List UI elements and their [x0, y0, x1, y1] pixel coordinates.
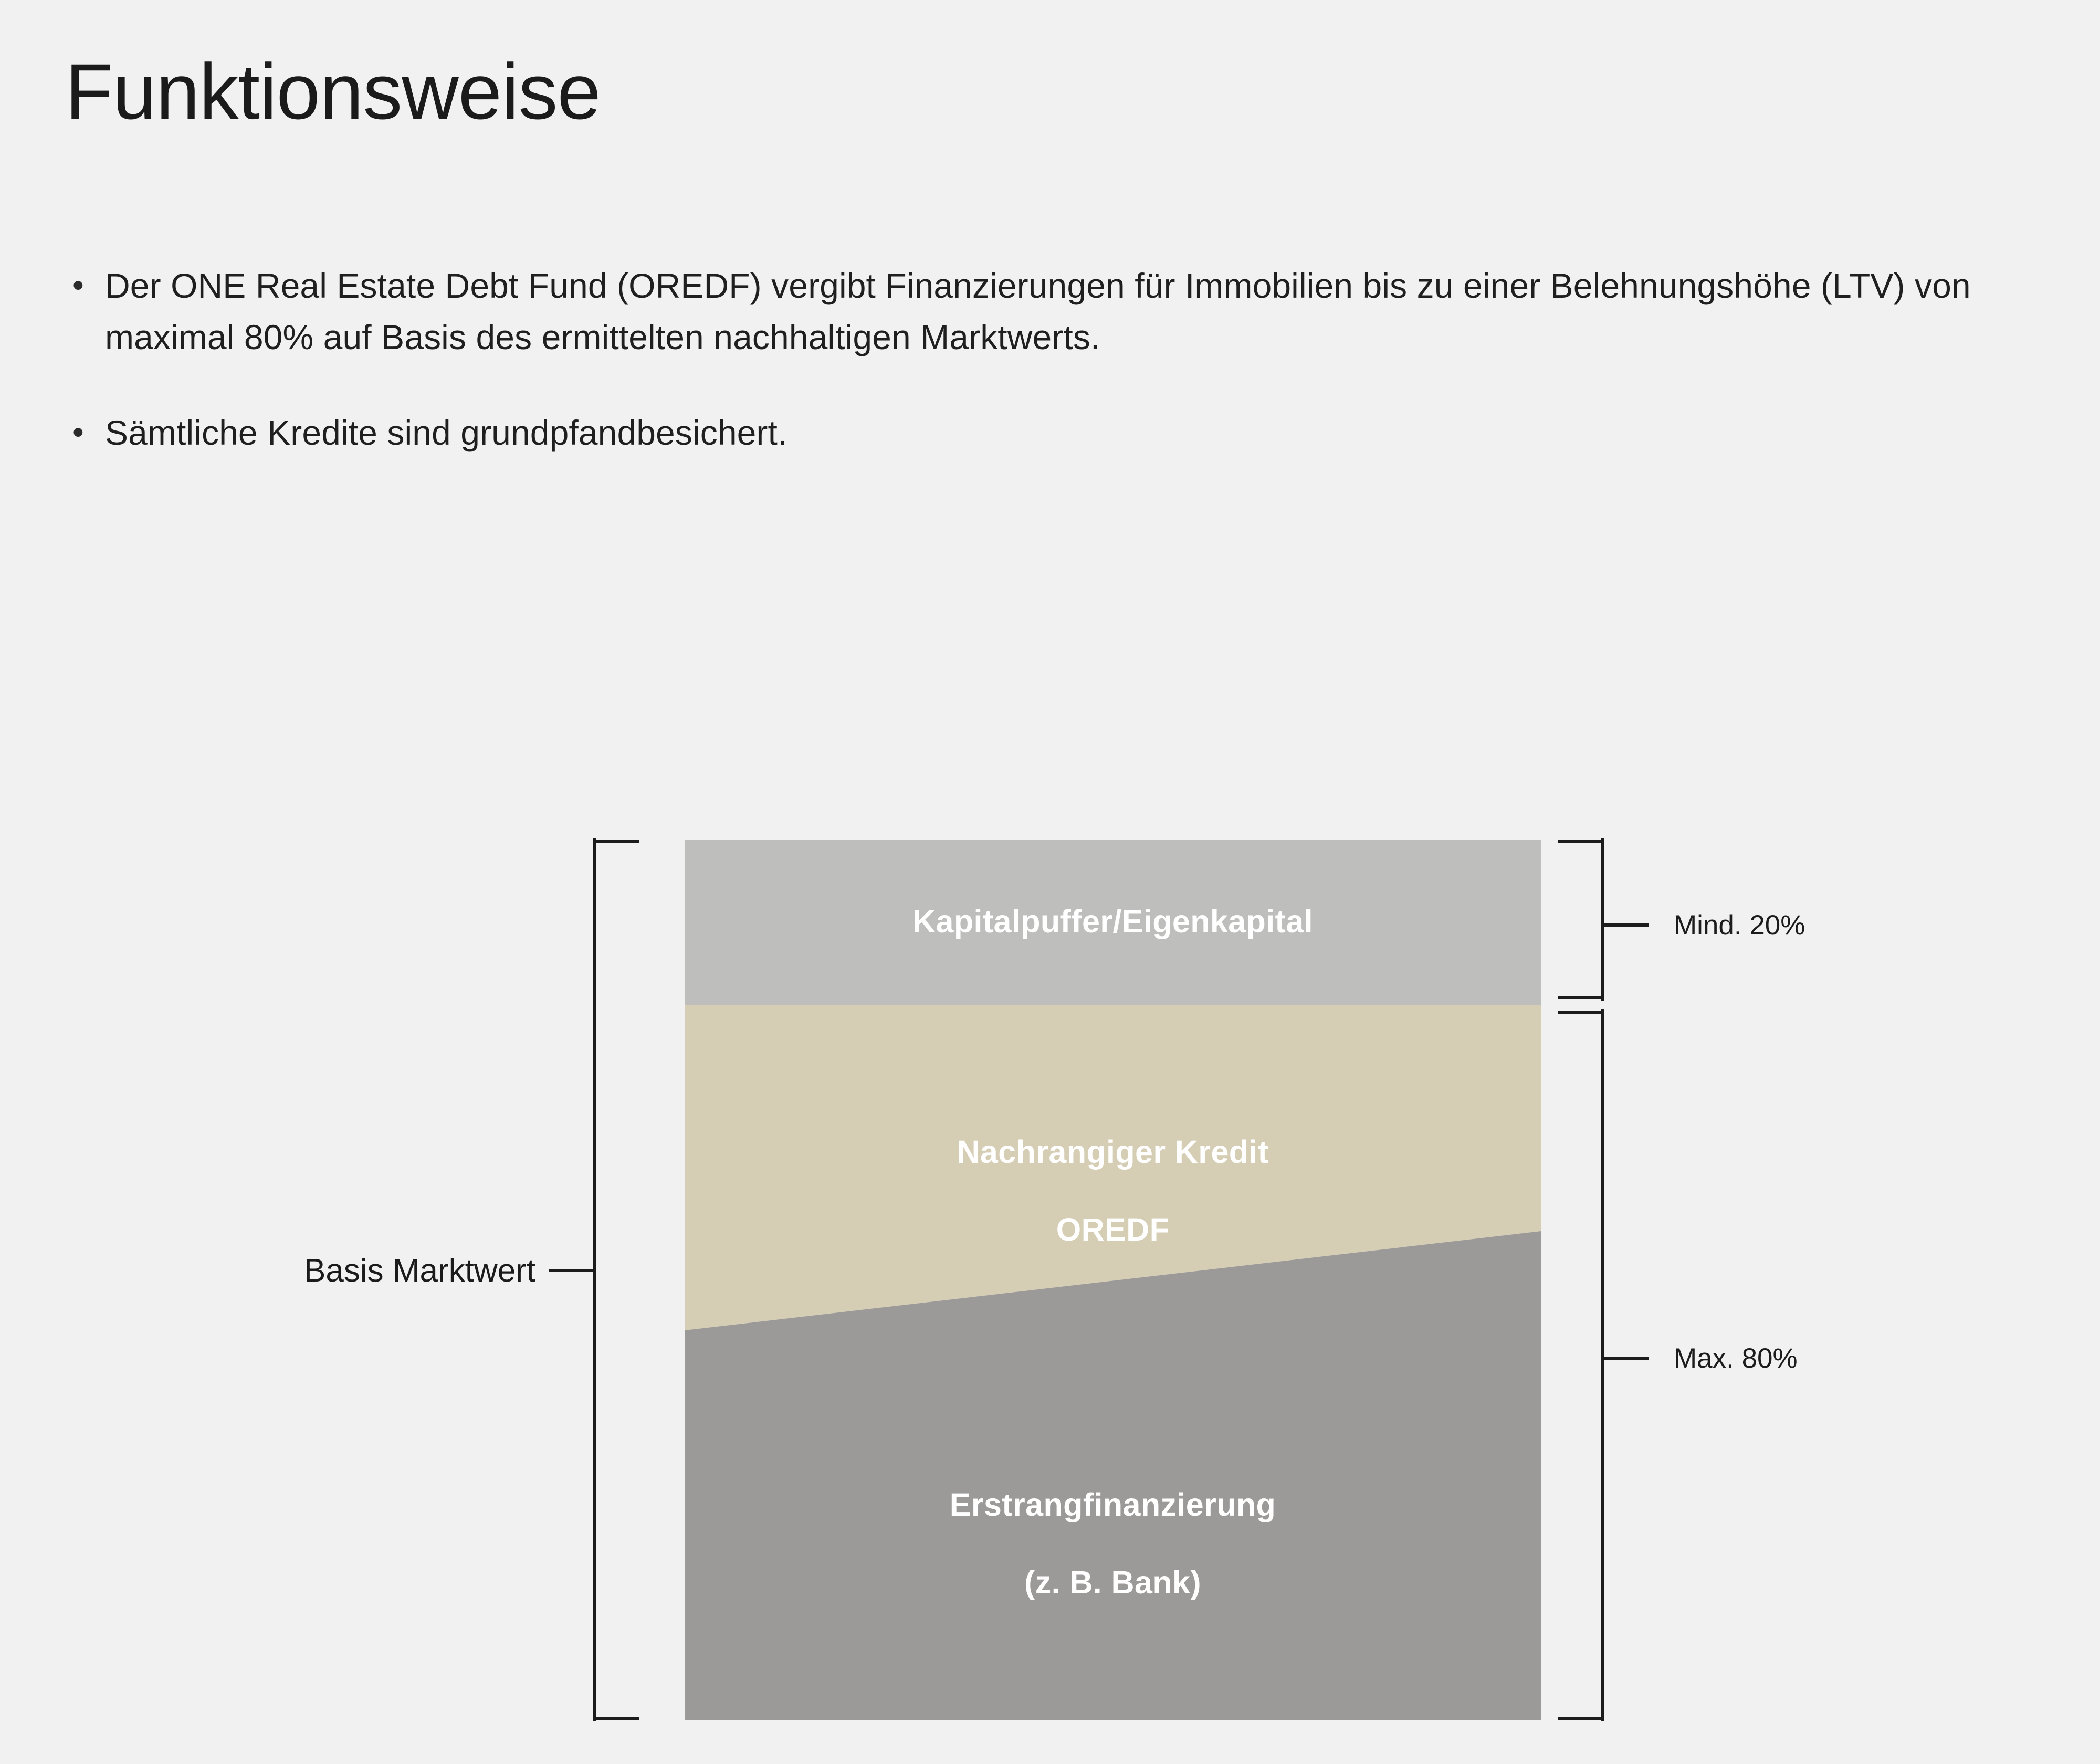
left-bracket-label: Basis Marktwert	[304, 1253, 536, 1289]
segment-subordinated-label-line-2: OREDF	[1056, 1212, 1170, 1247]
segment-senior-shape	[685, 1231, 1541, 1720]
segment-subordinated-shape	[685, 1005, 1541, 1330]
bullet-point-icon: •	[72, 414, 84, 450]
segment-senior-label-line-2: (z. B. Bank)	[1024, 1564, 1201, 1600]
bullet-text: Der ONE Real Estate Debt Fund (OREDF) ve…	[105, 266, 1971, 356]
list-item: • Sämtliche Kredite sind grundpfandbesic…	[65, 407, 2039, 458]
segment-equity-shape	[685, 840, 1541, 1005]
right-bracket-bottom	[1558, 1009, 1649, 1721]
segment-subordinated-label: Nachrangiger Kredit OREDF	[685, 1094, 1541, 1249]
left-bracket	[549, 838, 639, 1721]
right-bracket-top-label: Mind. 20%	[1674, 910, 1805, 941]
bullet-point-icon: •	[72, 267, 84, 303]
right-bracket-top	[1558, 838, 1649, 1001]
right-bracket-bottom-label: Max. 80%	[1674, 1343, 1798, 1374]
segment-equity-label: Kapitalpuffer/Eigenkapital	[912, 904, 1313, 939]
page-title: Funktionsweise	[65, 47, 601, 135]
list-item: • Der ONE Real Estate Debt Fund (OREDF) …	[65, 260, 2039, 363]
bullet-text: Sämtliche Kredite sind grundpfandbesiche…	[105, 413, 788, 452]
segment-subordinated-label-line-1: Nachrangiger Kredit	[957, 1134, 1269, 1170]
segment-senior-label-line-1: Erstrangfinanzierung	[949, 1487, 1276, 1522]
segment-senior-label: Erstrangfinanzierung (z. B. Bank)	[685, 1446, 1541, 1602]
bullet-list: • Der ONE Real Estate Debt Fund (OREDF) …	[65, 260, 2039, 502]
